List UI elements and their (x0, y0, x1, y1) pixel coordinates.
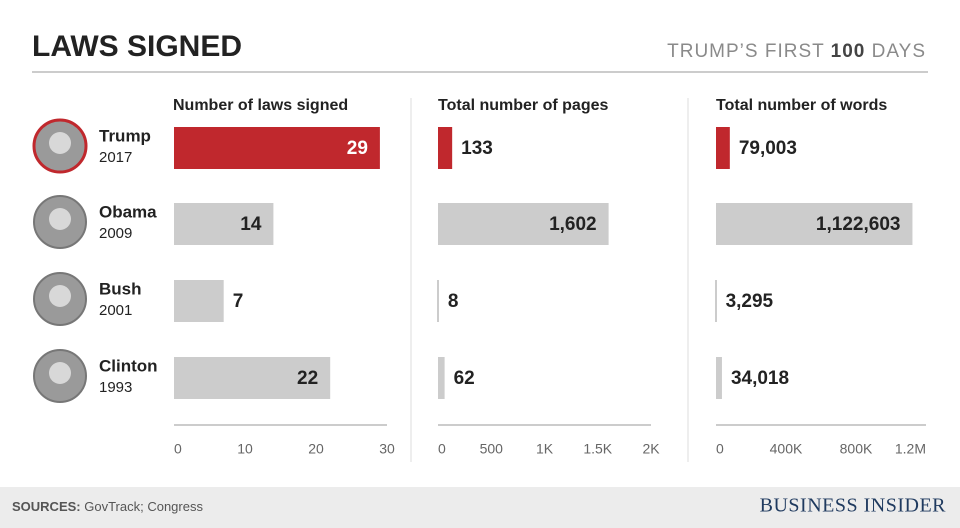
panel-title: Number of laws signed (173, 97, 348, 114)
bar (438, 127, 453, 169)
x-tick-label: 500 (480, 441, 504, 457)
value-label: 34,018 (731, 368, 789, 389)
portrait-face (49, 362, 71, 384)
sources: SOURCES: GovTrack; Congress (12, 499, 203, 514)
president-name: Obama (99, 202, 157, 221)
sources-text: GovTrack; Congress (84, 499, 203, 514)
value-label: 79,003 (739, 138, 797, 159)
portrait-face (49, 208, 71, 230)
bar (174, 280, 224, 322)
subtitle-part: TRUMP’S FIRST (667, 41, 824, 62)
x-tick-label: 800K (840, 441, 873, 457)
bar (438, 357, 445, 399)
value-label: 8 (448, 291, 459, 312)
brand: BUSINESS INSIDER (760, 495, 947, 517)
bar (716, 357, 722, 399)
value-label: 3,295 (726, 291, 774, 312)
x-tick-label: 10 (237, 441, 253, 457)
president-year: 2009 (99, 225, 132, 242)
value-label: 133 (461, 138, 493, 159)
subtitle-part: DAYS (872, 41, 926, 62)
president-year: 1993 (99, 379, 132, 396)
subtitle: TRUMP’S FIRST 100 DAYS (667, 41, 926, 62)
bar (438, 203, 609, 245)
x-tick-label: 2K (642, 441, 660, 457)
x-tick-label: 1K (536, 441, 554, 457)
portrait-face (49, 285, 71, 307)
title: LAWS SIGNED (32, 30, 242, 63)
x-tick-label: 0 (716, 441, 724, 457)
x-tick-label: 0 (438, 441, 446, 457)
bar (716, 203, 913, 245)
x-tick-label: 0 (174, 441, 182, 457)
value-label: 62 (454, 368, 475, 389)
subtitle-part: 100 (831, 41, 866, 62)
value-label: 7 (233, 291, 244, 312)
panel-title: Total number of words (716, 97, 887, 114)
value-label: 1,122,603 (816, 214, 901, 235)
value-label: 22 (297, 368, 318, 389)
x-tick-label: 1.2M (895, 441, 926, 457)
x-tick-label: 30 (379, 441, 395, 457)
x-tick-label: 1.5K (583, 441, 612, 457)
x-tick-label: 400K (770, 441, 803, 457)
x-tick-label: 20 (308, 441, 324, 457)
portrait-face (49, 132, 71, 154)
president-year: 2017 (99, 149, 132, 166)
value-label: 14 (240, 214, 262, 235)
bar (716, 127, 730, 169)
president-year: 2001 (99, 302, 132, 319)
value-label: 1,602 (549, 214, 597, 235)
bar (174, 357, 331, 399)
bar (174, 127, 380, 169)
panel-title: Total number of pages (438, 97, 608, 114)
bar (174, 203, 274, 245)
president-name: Clinton (99, 356, 158, 375)
footer-band (0, 487, 960, 528)
president-name: Bush (99, 279, 142, 298)
sources-label: SOURCES: (12, 499, 81, 514)
value-label: 29 (347, 138, 368, 159)
president-name: Trump (99, 126, 151, 145)
